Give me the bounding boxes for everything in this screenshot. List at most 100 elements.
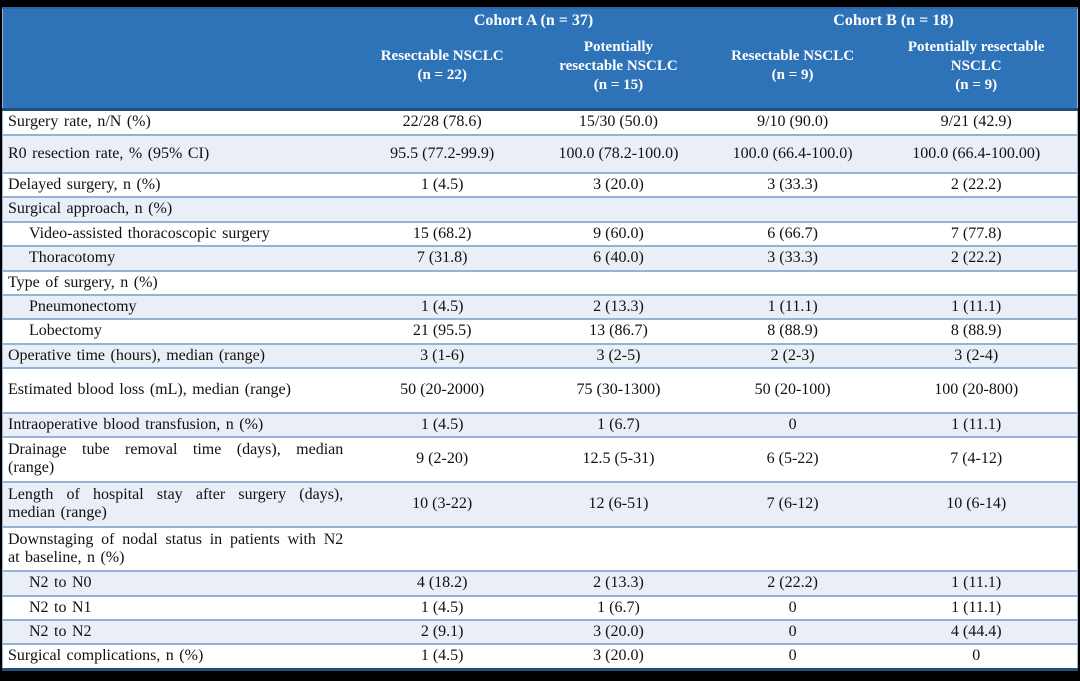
cell-value: 2 (22.2): [950, 176, 1002, 194]
cell-value: [875, 527, 1077, 572]
cell-value: 50 (20-2000): [400, 381, 485, 399]
cell-value: 2 (22.2): [767, 574, 818, 592]
row-label: Type of surgery, n (%): [8, 273, 158, 291]
column-header-potentially-resectable-b: Potentially resectable NSCLC (n = 9): [875, 30, 1078, 110]
row-label: Length of hospital stay after surgery (d…: [8, 485, 344, 522]
row-label: Video-assisted thoracoscopic surgery: [29, 224, 270, 242]
cell-value: 3 (20.0): [593, 623, 644, 641]
cell-value: 3 (2-5): [596, 346, 641, 364]
cell-value: 8 (88.9): [767, 322, 818, 340]
corner-cell: [2, 7, 358, 30]
cell-value: [710, 527, 876, 572]
cell-value: 1 (4.5): [420, 176, 464, 194]
cell-value: 9 (60.0): [593, 224, 644, 242]
table-row: Surgery rate, n/N (%) 22/28 (78.6) 15/30 (…: [2, 109, 1078, 135]
table-row: Estimated blood loss (mL), median (range…: [2, 368, 1078, 413]
cell-value: 4 (44.4): [950, 623, 1002, 641]
cell-value: 3 (33.3): [767, 176, 818, 194]
cell-value: [527, 197, 710, 221]
row-label: N2 to N0: [29, 574, 92, 592]
row-label: Surgical approach, n (%): [8, 200, 173, 218]
table-row: Surgical approach, n (%): [2, 197, 1078, 222]
table-header: Cohort A (n = 37) Cohort B (n = 18) Rese…: [2, 7, 1078, 110]
table-row: N2 to N0 4 (18.2) 2 (13.3) 2 (22.2) 1 (11.1): [2, 571, 1078, 596]
cell-value: 100.0 (78.2-100.0): [558, 144, 679, 162]
cell-value: 6 (5-22): [766, 450, 819, 468]
row-label: Downstaging of nodal status in patients …: [8, 530, 344, 566]
cell-value: [357, 527, 527, 572]
row-label: Lobectomy: [29, 322, 102, 340]
column-header-resectable-a: Resectable NSCLC (n = 22): [357, 30, 528, 110]
cell-value: 7 (31.8): [416, 249, 468, 267]
row-label: Pneumonectomy: [29, 297, 137, 315]
cell-value: 2 (9.1): [420, 623, 464, 641]
table-row: Drainage tube removal time (days), media…: [2, 436, 1078, 482]
cell-value: 9/21 (42.9): [940, 113, 1012, 131]
cell-value: 75 (30-1300): [576, 381, 661, 399]
cell-value: 2 (13.3): [593, 574, 644, 592]
cell-value: 13 (86.7): [589, 322, 648, 340]
cell-value: 2 (22.2): [950, 249, 1002, 267]
cell-value: [527, 527, 710, 572]
cell-value: [710, 271, 876, 295]
cell-value: 7 (4-12): [950, 450, 1003, 468]
table-row: Intraoperative blood transfusion, n (%) 1…: [2, 412, 1078, 437]
cohort-a-header: Cohort A (n = 37): [357, 7, 710, 30]
cell-value: [357, 271, 527, 295]
table-row: Video-assisted thoracoscopic surgery 15 (…: [2, 221, 1078, 247]
row-label: Drainage tube removal time (days), media…: [8, 440, 344, 477]
table-row: R0 resection rate, % (95% CI) 95.5 (77.2-…: [2, 134, 1078, 174]
cell-value: [875, 271, 1077, 295]
cell-value: 1 (11.1): [951, 415, 1002, 433]
cell-value: 6 (40.0): [593, 249, 644, 267]
row-label: R0 resection rate, % (95% CI): [8, 144, 210, 162]
table-row: Delayed surgery, n (%) 1 (4.5) 3 (20.0) 3 (…: [2, 173, 1078, 198]
cell-value: 22/28 (78.6): [402, 113, 482, 131]
table-row: N2 to N2 2 (9.1) 3 (20.0) 0 4 (44.4): [2, 620, 1078, 645]
cell-value: 1 (11.1): [951, 574, 1002, 592]
cell-value: 0: [788, 598, 797, 616]
cell-value: 0: [972, 647, 981, 665]
cell-value: 1 (4.5): [420, 415, 464, 433]
cell-value: 12 (6-51): [588, 494, 649, 512]
row-label: Surgery rate, n/N (%): [8, 113, 151, 131]
cell-value: [527, 271, 710, 295]
cell-value: 7 (77.8): [950, 224, 1002, 242]
cell-value: [357, 197, 527, 221]
cell-value: 3 (20.0): [593, 647, 644, 665]
table-row: Thoracotomy 7 (31.8) 6 (40.0) 3 (33.3) 2 (22…: [2, 246, 1078, 271]
cell-value: 10 (6-14): [946, 494, 1007, 512]
cohort-header-row: Cohort A (n = 37) Cohort B (n = 18): [2, 7, 1078, 30]
cell-value: 3 (1-6): [420, 346, 465, 364]
cell-value: 9/10 (90.0): [757, 113, 829, 131]
corner-cell: [2, 30, 358, 110]
row-label: Delayed surgery, n (%): [8, 176, 161, 194]
cell-value: 4 (18.2): [416, 574, 468, 592]
table-row: N2 to N1 1 (4.5) 1 (6.7) 0 1 (11.1): [2, 595, 1078, 621]
cell-value: 21 (95.5): [412, 322, 472, 340]
cell-value: 6 (66.7): [767, 224, 818, 242]
cell-value: 0: [788, 647, 797, 665]
cell-value: 1 (11.1): [767, 297, 818, 315]
cell-value: 15/30 (50.0): [578, 113, 659, 131]
row-label: Intraoperative blood transfusion, n (%): [8, 415, 264, 433]
row-label: N2 to N2: [29, 623, 92, 641]
column-header-resectable-b: Resectable NSCLC (n = 9): [709, 30, 876, 110]
cell-value: 2 (2-3): [770, 346, 815, 364]
table-row: Type of surgery, n (%): [2, 270, 1078, 295]
cell-value: 100.0 (66.4-100.0): [732, 144, 853, 162]
cell-value: 3 (33.3): [767, 249, 818, 267]
table-row: Lobectomy 21 (95.5) 13 (86.7) 8 (88.9) 8 (88…: [2, 319, 1078, 344]
cell-value: 12.5 (5-31): [582, 450, 655, 468]
cohort-b-header: Cohort B (n = 18): [709, 7, 1078, 30]
table-row: Downstaging of nodal status in patients …: [2, 526, 1078, 572]
cell-value: 1 (11.1): [951, 598, 1002, 616]
table-row: Length of hospital stay after surgery (d…: [2, 481, 1078, 527]
cell-value: 0: [788, 623, 797, 641]
cell-value: 9 (2-20): [416, 450, 469, 468]
cell-value: 7 (6-12): [766, 494, 819, 512]
cell-value: 3 (20.0): [593, 176, 644, 194]
cell-value: 50 (20-100): [754, 381, 831, 399]
row-label: Operative time (hours), median (range): [8, 346, 266, 364]
